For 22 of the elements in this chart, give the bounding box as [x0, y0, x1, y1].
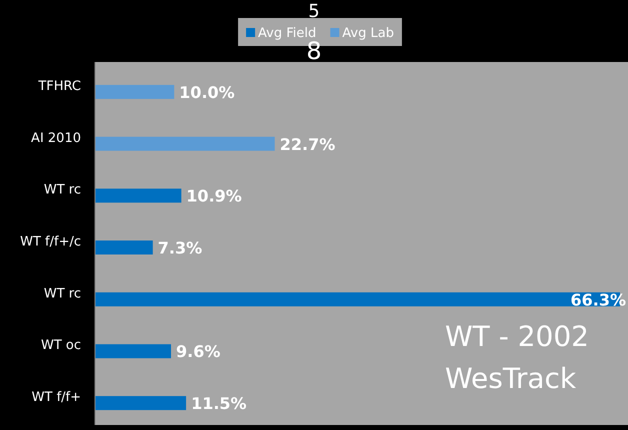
data-label: 11.5% — [191, 394, 247, 414]
data-label: 10.0% — [179, 82, 235, 102]
data-label: 22.7% — [280, 134, 336, 154]
bar — [95, 188, 182, 203]
data-label: 10.9% — [186, 186, 242, 206]
bar — [95, 136, 275, 151]
data-label: 9.6% — [176, 342, 220, 362]
y-tick-label: WT rc — [44, 182, 81, 198]
bar — [95, 84, 174, 99]
y-tick-label: WT rc — [44, 286, 81, 302]
text: 5 — [308, 1, 320, 22]
bar — [95, 344, 172, 358]
annotation: WT - 2002 WesTrack — [445, 320, 589, 395]
bar — [95, 396, 186, 410]
y-tick-label: WT oc — [40, 338, 81, 354]
y-tick-label: WT f/f+/c — [20, 234, 81, 250]
bar — [95, 240, 153, 254]
y-tick-label: AI 2010 — [31, 130, 81, 146]
y-tick-label: WT f/f+ — [32, 390, 81, 406]
data-label: 7.3% — [158, 238, 202, 258]
legend-label: Avg Lab — [342, 26, 394, 41]
y-tick-label: TFHRC — [37, 78, 81, 94]
